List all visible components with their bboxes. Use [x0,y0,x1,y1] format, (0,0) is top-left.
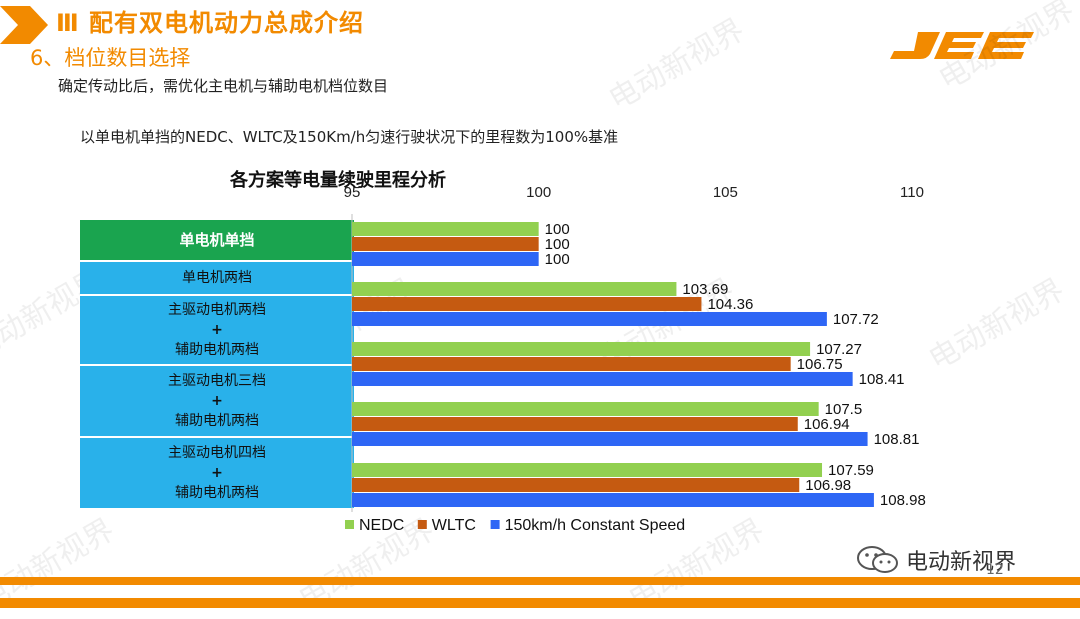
legend-swatch [490,520,500,529]
row-label-main-three-aux-two: 主驱动电机三档 + 辅助电机两档 [80,366,354,438]
bar-150km/h [352,372,853,386]
data-label: 107.72 [833,311,879,328]
wechat-icon [857,546,898,573]
bar-150km/h [352,312,827,326]
data-label: 103.69 [682,281,728,298]
header-arrow-icon [0,6,48,44]
row-label-main-two-aux-two: 主驱动电机两档 + 辅助电机两档 [80,296,354,366]
row-label-text: 单电机两档 [182,270,252,286]
bar-wltc [352,297,702,311]
bar-nedc [352,282,677,296]
row-label-plus: + [211,393,223,409]
row-label-text: 单电机单挡 [179,231,255,249]
row-label-text: 主驱动电机两档 [168,302,266,318]
data-label: 106.94 [804,416,850,433]
row-label-text: 主驱动电机三档 [168,373,266,389]
bar-150km/h [352,493,874,507]
bar-wltc [352,478,800,492]
jee-logo [890,32,1034,59]
data-label: 100 [545,251,570,268]
data-label: 108.41 [859,371,905,388]
intro-line: 确定传动比后，需优化主电机与辅助电机档位数目 [58,77,389,95]
data-label: 107.27 [816,341,862,358]
page-number: 12 [986,562,1004,578]
row-label-text: 辅助电机两档 [175,485,259,501]
data-label: 104.36 [707,296,753,313]
data-label: 108.81 [874,431,920,448]
data-label: 108.98 [880,492,926,509]
data-label: 100 [545,236,570,253]
x-tick-label: 105 [713,184,738,201]
row-label-main-four-aux-two: 主驱动电机四档 + 辅助电机两档 [80,438,354,510]
bar-wltc [352,357,791,371]
bar-wltc [352,417,798,431]
row-label-text: 主驱动电机四档 [168,445,266,461]
legend-swatch [417,520,427,529]
row-label-text: 辅助电机两档 [175,413,259,429]
x-tick-label: 100 [526,184,551,201]
baseline-note: 以单电机单挡的NEDC、WLTC及150Km/h匀速行驶状况下的里程数为100%… [80,128,619,146]
x-tick-label: 110 [900,184,924,201]
data-label: 107.59 [828,462,874,479]
wechat-brand: 电动新视界 [856,544,1016,576]
bar-nedc [352,402,819,416]
footer-brand-text: 电动新视界 [906,550,1017,575]
row-label-plus: + [211,465,223,481]
section-title: Ⅲ 配有双电机动力总成介绍 [56,9,365,37]
row-label-single-motor-single-gear: 单电机单挡 [80,220,354,262]
legend-swatch [345,520,354,529]
footer-band-lower [0,598,1080,608]
sub-title: 6、档位数目选择 [30,46,191,70]
data-label: 107.5 [825,401,863,418]
data-label: 100 [545,221,570,238]
data-label: 106.75 [797,356,843,373]
legend-label: 150km/h Constant Speed [505,517,686,534]
bar-150km/h [352,432,868,446]
data-label: 106.98 [805,477,851,494]
legend-label: WLTC [432,517,476,534]
legend-label: NEDC [359,517,404,534]
row-label-text: 辅助电机两档 [175,342,259,358]
bar-150km/h [352,252,539,266]
row-label-plus: + [211,322,223,338]
bar-nedc [352,342,811,356]
x-tick-label: 95 [344,184,361,201]
bar-wltc [352,237,539,251]
bar-nedc [352,463,823,477]
bar-nedc [352,222,539,236]
row-label-single-motor-two-gear: 单电机两档 [80,262,354,296]
footer-band [0,577,1080,585]
chart-title: 各方案等电量续驶里程分析 [230,170,446,191]
